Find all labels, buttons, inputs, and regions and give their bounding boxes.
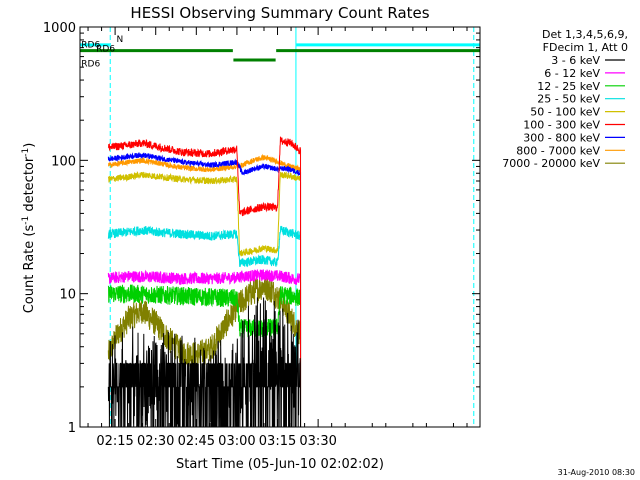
chart-title: HESSI Observing Summary Count Rates — [130, 4, 429, 22]
y-axis-label-prefix: Count Rate (s — [22, 225, 37, 314]
y-tick-label-3: 1000 — [43, 21, 76, 36]
series-line-3 — [107, 225, 302, 427]
legend-label-7: 800 - 7000 keV — [516, 144, 600, 157]
series-line-2 — [107, 284, 302, 427]
flag-bar-label-0: N — [116, 35, 123, 45]
x-tick-label-2: 02:45 — [178, 434, 215, 449]
x-axis-label: Start Time (05-Jun-10 02:02:02) — [176, 457, 384, 472]
legend-header-line-1: Det 1,3,4,5,6,9, — [542, 28, 628, 41]
series-line-6 — [107, 152, 302, 427]
legend-label-4: 50 - 100 keV — [530, 106, 600, 119]
series-line-4 — [107, 171, 302, 427]
y-axis-label-suffix: ) — [22, 143, 37, 148]
x-tick-label-5: 03:30 — [299, 434, 336, 449]
flag-label-0: RD6 — [81, 60, 100, 70]
legend-label-6: 300 - 800 keV — [523, 131, 600, 144]
series-line-5 — [107, 136, 302, 427]
legend-label-3: 25 - 50 keV — [537, 93, 600, 106]
x-axis: 02:15 02:30 02:45 03:00 03:15 03:30 — [87, 27, 468, 449]
axes-frame — [79, 26, 481, 428]
y-axis-label: Count Rate (s-1 detector-1) — [21, 143, 37, 314]
x-tick-label-0: 02:15 — [96, 434, 133, 449]
y-tick-label-0: 1 — [68, 421, 76, 436]
series-line-1 — [107, 269, 302, 427]
timestamp: 31-Aug-2010 08:30 — [558, 468, 635, 477]
y-axis: 1 10 100 1000 — [43, 21, 480, 436]
x-tick-label-3: 03:00 — [218, 434, 255, 449]
flag-label-1: RD6 — [96, 45, 115, 55]
legend-label-2: 12 - 25 keV — [537, 80, 600, 93]
legend: Det 1,3,4,5,6,9, FDecim 1, Att 0 3 - 6 k… — [502, 28, 628, 170]
series-line-7 — [108, 153, 302, 427]
flag-bar-label-1: RD6 — [81, 41, 100, 51]
legend-label-0: 3 - 6 keV — [551, 54, 600, 67]
x-tick-label-1: 02:30 — [137, 434, 174, 449]
y-tick-label-2: 100 — [51, 154, 76, 169]
legend-header-line-2: FDecim 1, Att 0 — [543, 41, 628, 54]
y-axis-label-exp1: -1 — [21, 216, 31, 225]
y-tick-label-1: 10 — [59, 288, 76, 303]
legend-label-5: 100 - 300 keV — [523, 119, 600, 132]
x-tick-label-4: 03:15 — [259, 434, 296, 449]
y-axis-label-mid: detector — [22, 156, 37, 216]
y-axis-label-exp2: -1 — [21, 148, 31, 157]
legend-label-8: 7000 - 20000 keV — [502, 157, 600, 170]
legend-label-1: 6 - 12 keV — [544, 67, 600, 80]
series-line-0 — [107, 297, 302, 428]
